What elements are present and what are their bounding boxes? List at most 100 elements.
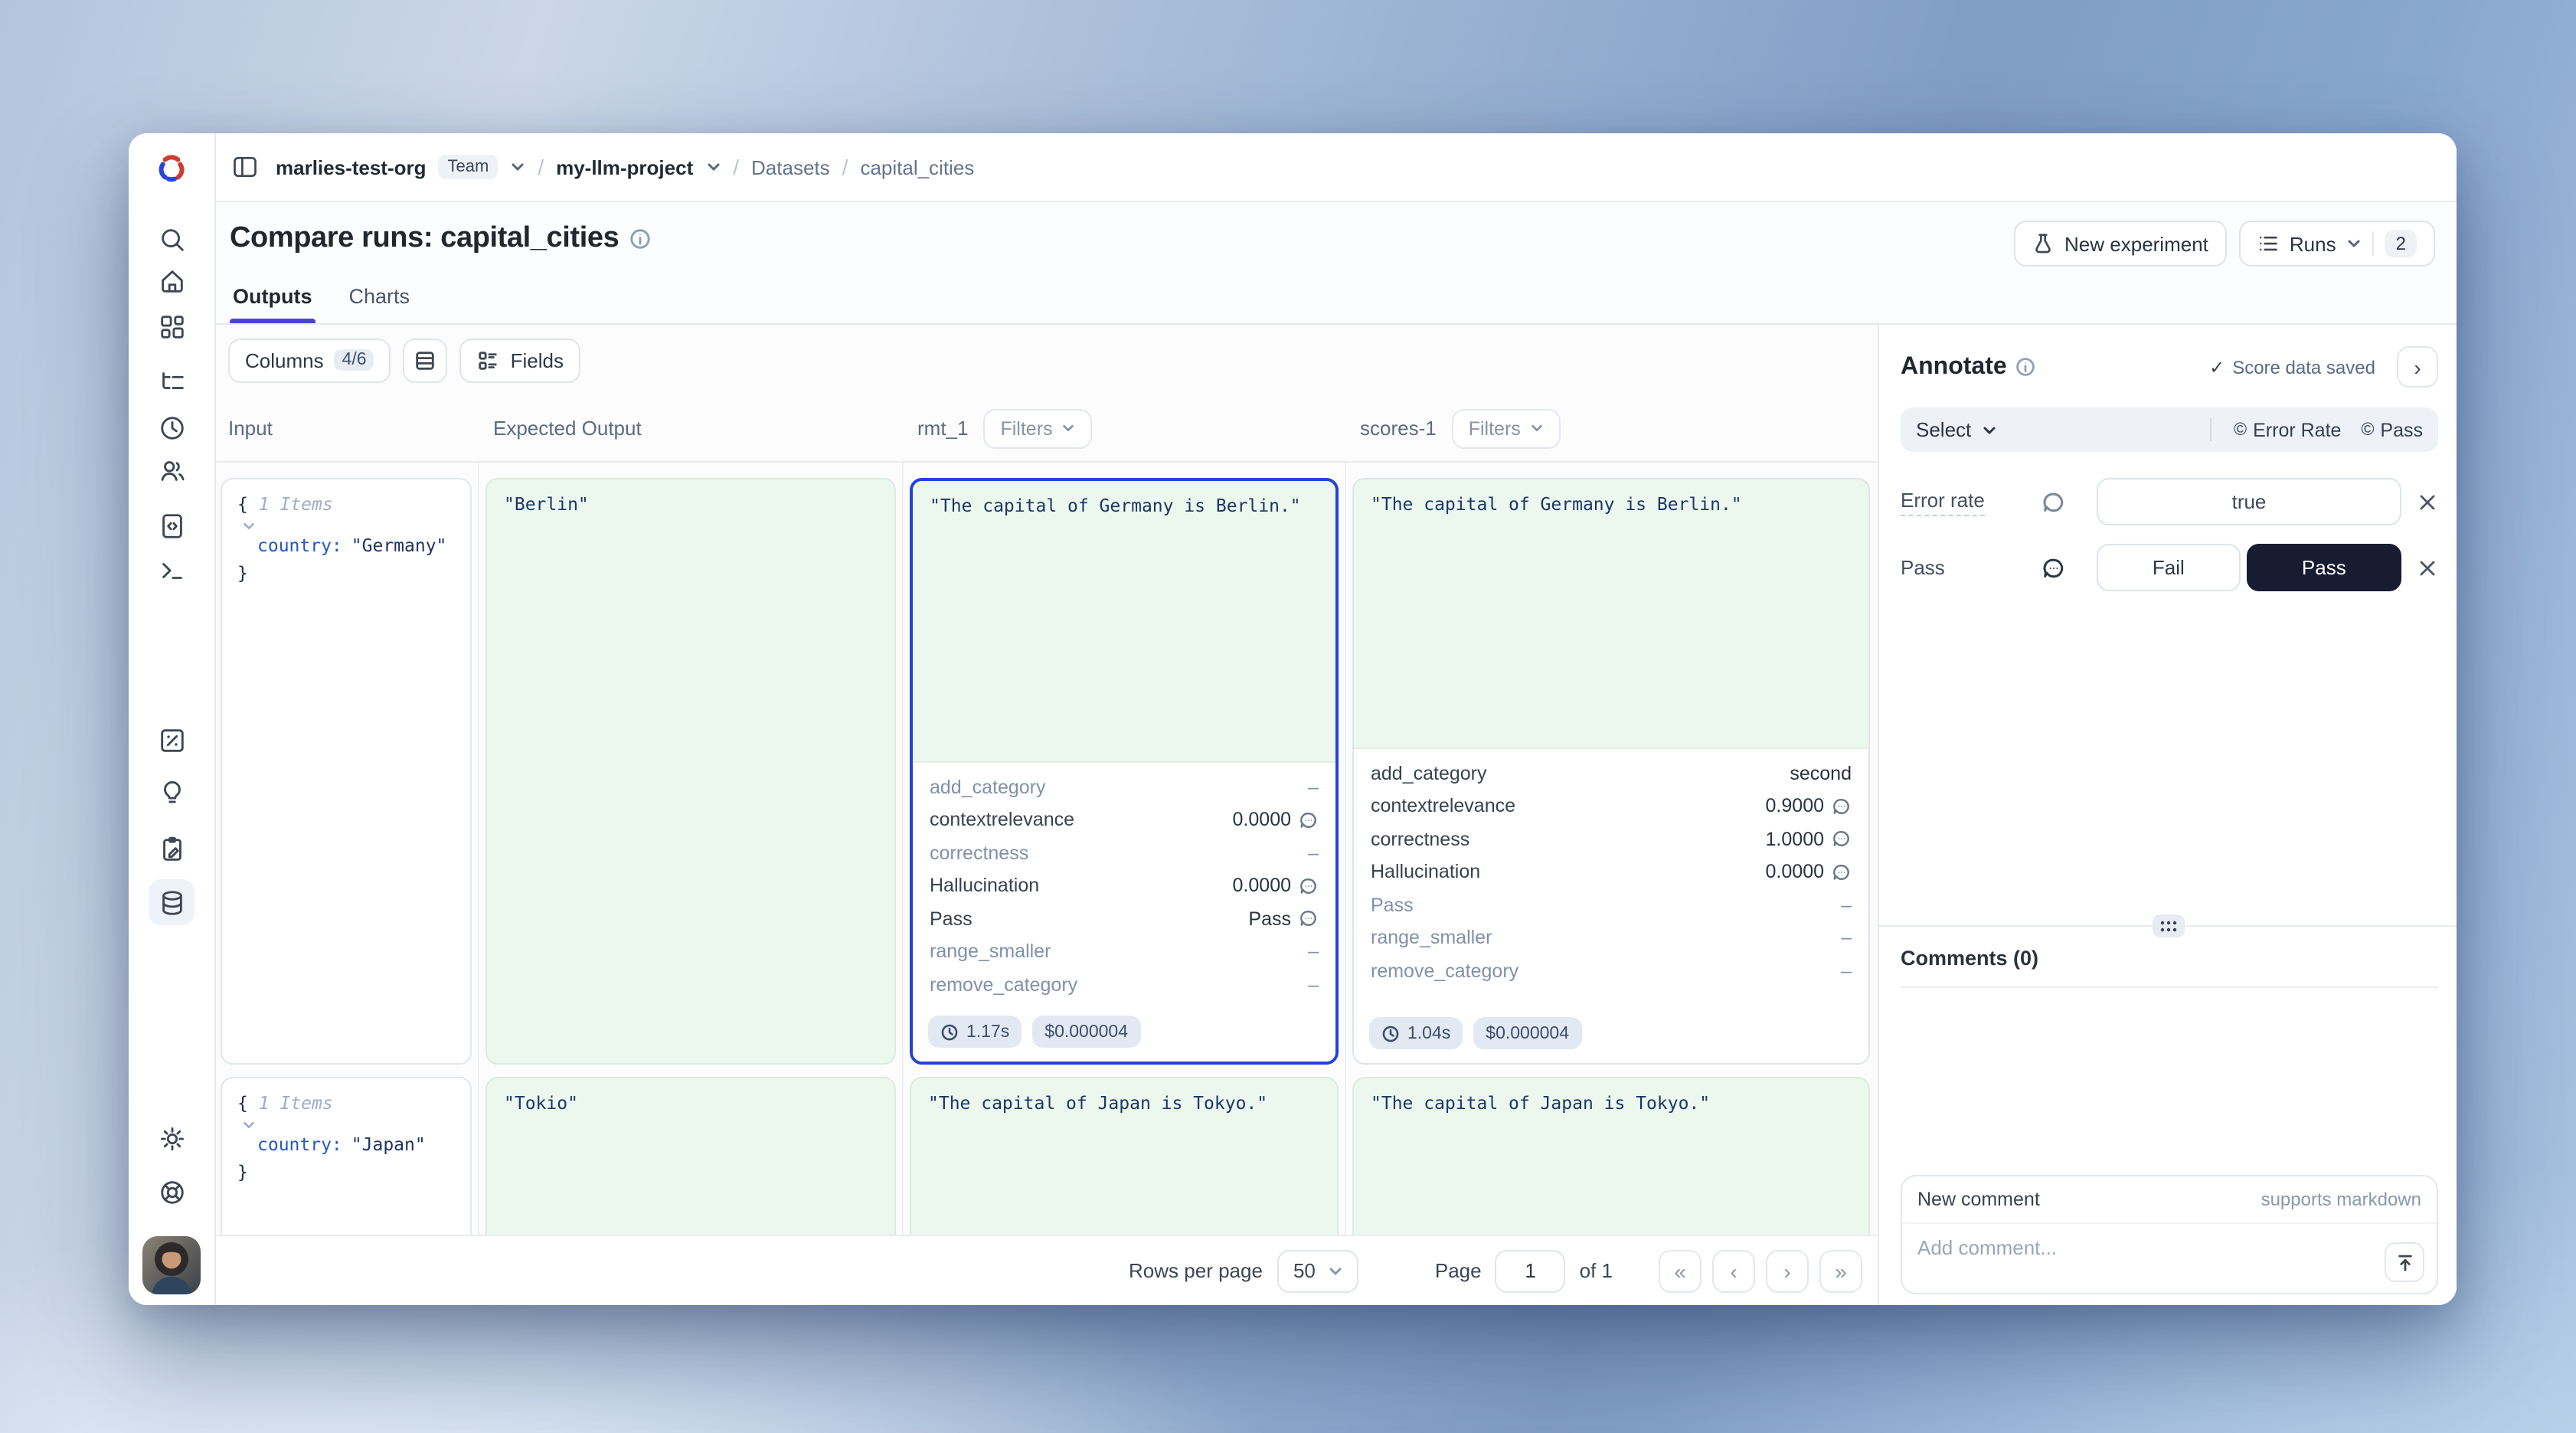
first-page-button[interactable]: « (1659, 1249, 1702, 1292)
filters-button-scores-1[interactable]: Filters (1451, 408, 1561, 448)
info-icon[interactable] (2016, 357, 2036, 377)
trace-tree-icon[interactable] (149, 358, 195, 404)
wandb-logo[interactable] (156, 153, 187, 191)
prompts-icon[interactable] (149, 769, 195, 815)
evaluations-icon[interactable] (149, 717, 195, 763)
breadcrumb-project[interactable]: my-llm-project (556, 155, 694, 178)
breadcrumb-separator: / (538, 155, 544, 179)
metric-row[interactable]: Pass Pass (930, 902, 1319, 935)
help-icon[interactable] (149, 1169, 195, 1215)
top-navbar: marlies-test-org Team / my-llm-project /… (216, 133, 2457, 202)
home-icon[interactable] (149, 257, 195, 303)
metric-row[interactable]: range_smaller – (930, 941, 1319, 963)
chevron-down-icon[interactable] (242, 1118, 256, 1132)
latency-badge[interactable]: 1.04s (1369, 1017, 1463, 1049)
datasets-icon[interactable] (149, 879, 195, 925)
annotations-icon[interactable] (149, 826, 195, 872)
last-page-button[interactable]: » (1819, 1249, 1862, 1292)
clear-pass-button[interactable] (2401, 558, 2438, 577)
metric-row[interactable]: range_smaller – (1371, 927, 1852, 949)
metric-row[interactable]: remove_category – (930, 973, 1319, 996)
settings-icon[interactable] (149, 1115, 195, 1161)
expected-output-cell[interactable]: "Tokio" (485, 1077, 896, 1235)
run-list-icon (2259, 236, 2277, 251)
columns-button[interactable]: Columns 4/6 (228, 338, 391, 382)
comment-bubble-icon[interactable] (2042, 555, 2066, 580)
search-icon[interactable] (149, 216, 195, 262)
fail-button[interactable]: Fail (2097, 544, 2241, 591)
breadcrumb-section[interactable]: Datasets (751, 155, 830, 178)
comment-bubble-icon[interactable] (2042, 489, 2066, 514)
run-output-cell-rmt-1[interactable]: "The capital of Japan is Tokyo." (910, 1077, 1339, 1235)
page-number-input[interactable] (1495, 1249, 1566, 1292)
terminal-icon[interactable] (149, 547, 195, 593)
metric-row[interactable]: correctness 1.0000 (1371, 823, 1852, 856)
avatar[interactable] (142, 1236, 201, 1294)
input-cell[interactable]: { 1 Items country: "Japan" } (221, 1077, 472, 1235)
comment-bubble-icon[interactable] (1832, 862, 1852, 882)
prev-page-button[interactable]: ‹ (1712, 1249, 1755, 1292)
comment-bubble-icon[interactable] (1299, 810, 1319, 830)
column-separator (478, 463, 479, 1235)
rows-viewport: { 1 Items country: "Germany" } "Berlin" "… (216, 463, 1878, 1235)
cost-badge[interactable]: $0.000004 (1473, 1017, 1582, 1049)
chevron-down-icon[interactable] (510, 159, 525, 175)
comment-input[interactable] (1902, 1224, 2437, 1285)
breadcrumb-org[interactable]: marlies-test-org (276, 155, 427, 178)
new-experiment-button[interactable]: New experiment (2014, 221, 2227, 267)
metric-row[interactable]: correctness – (930, 842, 1319, 864)
pass-button[interactable]: Pass (2246, 544, 2401, 591)
collapse-panel-button[interactable]: › (2397, 346, 2438, 388)
breadcrumb-page[interactable]: capital_cities (860, 155, 975, 178)
rows-per-page-select[interactable]: 50 (1277, 1249, 1358, 1292)
error-rate-input[interactable] (2097, 478, 2401, 525)
tab-outputs[interactable]: Outputs (230, 285, 315, 323)
submit-comment-button[interactable] (2385, 1242, 2424, 1282)
sidebar-toggle-icon[interactable] (231, 153, 259, 181)
input-cell[interactable]: { 1 Items country: "Germany" } (221, 478, 472, 1065)
markdown-hint: supports markdown (2261, 1189, 2421, 1210)
filters-button-rmt-1[interactable]: Filters (983, 408, 1093, 448)
select-dropdown[interactable]: Select (1916, 418, 1997, 441)
info-icon[interactable] (629, 228, 651, 250)
rows-per-page-label: Rows per page (1129, 1259, 1263, 1282)
metric-row[interactable]: add_category second (1371, 762, 1852, 784)
cost-badge[interactable]: $0.000004 (1032, 1016, 1141, 1048)
metric-row[interactable]: Hallucination 0.0000 (1371, 856, 1852, 888)
metric-row[interactable]: Pass – (1371, 894, 1852, 916)
scorer-error-rate[interactable]: © Error Rate (2234, 419, 2342, 440)
teams-icon[interactable] (149, 447, 195, 493)
code-file-icon[interactable] (149, 502, 195, 548)
comment-bubble-icon[interactable] (1299, 909, 1319, 929)
row-height-button[interactable] (403, 338, 448, 382)
tab-charts[interactable]: Charts (348, 285, 410, 308)
metric-row[interactable]: remove_category – (1371, 960, 1852, 982)
drag-handle[interactable] (2152, 914, 2184, 937)
clear-error-rate-button[interactable] (2401, 492, 2438, 511)
table-row: { 1 Items country: "Germany" } "Berlin" "… (216, 478, 1878, 1065)
metric-row[interactable]: Hallucination 0.0000 (930, 869, 1319, 902)
fields-button[interactable]: Fields (459, 338, 580, 382)
runs-dropdown[interactable]: Runs 2 (2238, 221, 2435, 267)
chevron-down-icon[interactable] (705, 159, 721, 175)
metric-row[interactable]: add_category – (930, 776, 1319, 798)
comment-bubble-icon[interactable] (1299, 876, 1319, 896)
scorer-icon: © (2234, 420, 2247, 439)
run-output-cell-rmt-1[interactable]: "The capital of Germany is Berlin." add_… (910, 478, 1339, 1065)
metric-row[interactable]: contextrelevance 0.9000 (1371, 790, 1852, 823)
metric-row[interactable]: contextrelevance 0.0000 (930, 803, 1319, 836)
expected-output-cell[interactable]: "Berlin" (485, 478, 896, 1065)
run-output-cell-scores-1[interactable]: "The capital of Japan is Tokyo." (1352, 1077, 1870, 1235)
next-page-button[interactable]: › (1766, 1249, 1809, 1292)
latency-badge[interactable]: 1.17s (928, 1016, 1022, 1048)
column-header-input: Input (228, 417, 273, 440)
comment-bubble-icon[interactable] (1832, 829, 1852, 849)
flask-icon (2035, 234, 2051, 254)
history-icon[interactable] (149, 404, 195, 450)
chevron-down-icon[interactable] (242, 519, 256, 533)
run-output-cell-scores-1[interactable]: "The capital of Germany is Berlin." add_… (1352, 478, 1870, 1065)
comment-bubble-icon[interactable] (1832, 797, 1852, 816)
dashboard-icon[interactable] (149, 303, 195, 349)
scorer-pass[interactable]: © Pass (2361, 419, 2423, 440)
